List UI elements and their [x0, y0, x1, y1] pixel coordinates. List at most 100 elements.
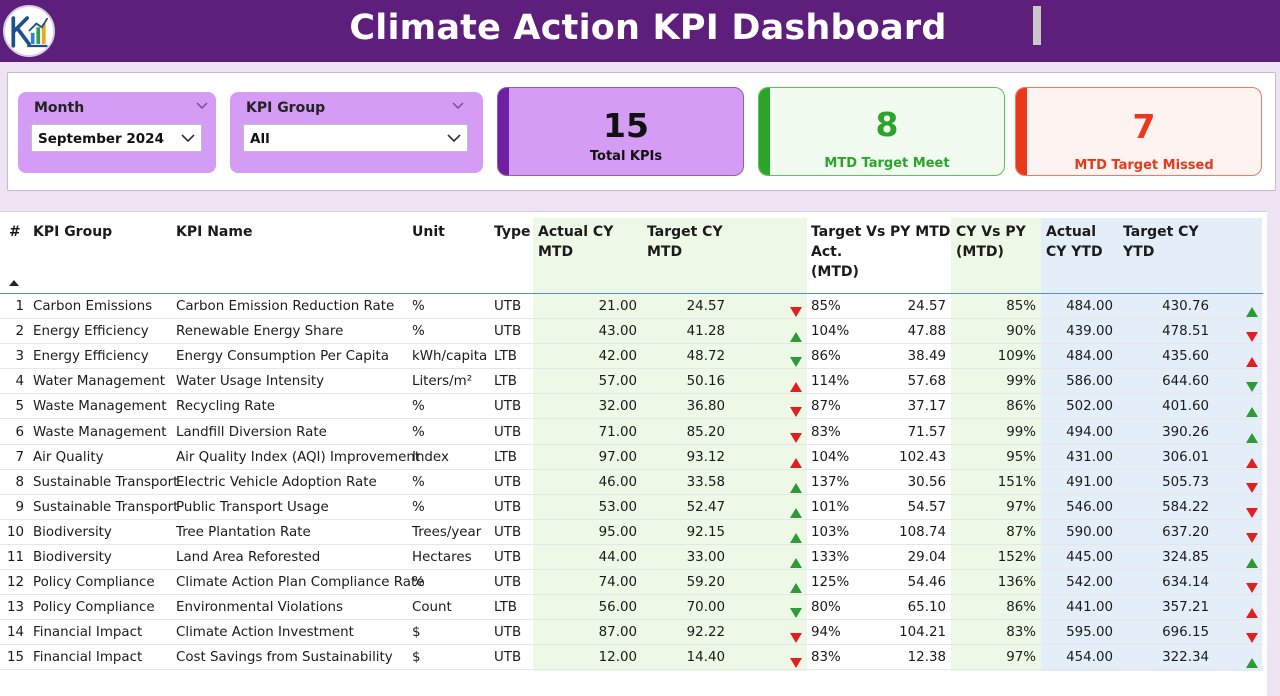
month-slicer[interactable]: Month September 2024 [18, 92, 216, 173]
cell-actual-cy-mtd: 44.00 [598, 550, 637, 565]
cell-kpi-name: Renewable Energy Share [176, 324, 344, 340]
triangle-down-icon [790, 428, 802, 443]
cell-kpi-group: Sustainable Transport [33, 474, 179, 490]
cell-target-cy-mtd: 24.57 [686, 299, 725, 314]
cell-actual-cy-mtd: 21.00 [598, 299, 637, 314]
cell-type: LTB [494, 600, 517, 616]
cell-target-cy-mtd: 93.12 [686, 449, 725, 465]
cell-target-cy-ytd: 637.20 [1162, 524, 1209, 540]
cell-type: UTB [494, 474, 522, 490]
month-dropdown[interactable]: September 2024 [31, 124, 202, 152]
cell-actual-cy-ytd: 439.00 [1066, 324, 1113, 340]
table-row[interactable]: 1 Carbon Emissions Carbon Emission Reducti… [0, 294, 1263, 319]
cell-target-vs-act: 101% [811, 499, 850, 515]
header-target-cy-mtd[interactable]: Target CY MTD [647, 224, 723, 260]
header-kpi-group[interactable]: KPI Group [33, 224, 113, 240]
cell-num: 2 [15, 324, 24, 340]
kpi-group-slicer[interactable]: KPI Group All [230, 92, 483, 173]
cell-py-mtd: 102.43 [899, 449, 946, 465]
cell-actual-cy-ytd: 586.00 [1066, 374, 1113, 390]
cell-unit: Trees/year [412, 524, 482, 540]
cell-unit: % [412, 499, 425, 515]
cell-actual-cy-mtd: 74.00 [598, 575, 637, 591]
cell-target-cy-mtd: 33.58 [686, 474, 725, 490]
mtd-target-meet-caption: MTD Target Meet [824, 156, 950, 171]
cell-py-mtd: 38.49 [907, 349, 946, 365]
header-type[interactable]: Type [494, 224, 531, 240]
cell-py-mtd: 30.56 [907, 474, 946, 490]
header-target-vs-act[interactable]: Target Vs Act. (MTD) [811, 224, 886, 280]
chevron-down-icon[interactable] [181, 133, 195, 143]
table-row[interactable]: 10 Biodiversity Tree Plantation Rate Trees/… [0, 520, 1263, 545]
cell-kpi-name: Carbon Emission Reduction Rate [176, 299, 395, 314]
table-row[interactable]: 13 Policy Compliance Environmental Violati… [0, 595, 1263, 621]
cell-cy-vs-py: 85% [1006, 299, 1036, 314]
cell-kpi-name: Public Transport Usage [176, 499, 329, 515]
cell-type: UTB [494, 299, 522, 314]
triangle-down-icon [790, 402, 802, 418]
header-kpi-name[interactable]: KPI Name [176, 224, 253, 240]
cell-actual-cy-ytd: 445.00 [1066, 550, 1113, 565]
cell-cy-vs-py: 99% [1006, 424, 1036, 440]
table-row[interactable]: 2 Energy Efficiency Renewable Energy Share… [0, 319, 1263, 345]
cell-target-cy-mtd: 50.16 [686, 374, 725, 390]
cell-kpi-name: Landfill Diversion Rate [176, 424, 327, 440]
table-row[interactable]: 5 Waste Management Recycling Rate% UTB 32.00… [0, 394, 1263, 420]
chevron-down-icon[interactable] [196, 102, 208, 110]
header-actual-cy-mtd[interactable]: Actual CY MTD [538, 224, 614, 260]
cell-kpi-group: Water Management [33, 374, 166, 390]
triangle-down-icon [1246, 628, 1258, 644]
cell-target-vs-act: 104% [811, 324, 850, 340]
cell-kpi-group: Sustainable Transport [33, 499, 179, 515]
table-row[interactable]: 12 Policy Compliance Climate Action Plan C… [0, 570, 1263, 596]
triangle-up-icon [790, 377, 802, 393]
mtd-target-missed-caption: MTD Target Missed [1074, 158, 1214, 173]
cell-actual-cy-mtd: 12.00 [598, 650, 637, 666]
table-row[interactable]: 15 Financial Impact Cost Savings from Sust… [0, 645, 1263, 671]
cell-target-cy-mtd: 14.40 [686, 650, 725, 666]
chevron-down-icon[interactable] [452, 102, 464, 110]
header-target-cy-ytd[interactable]: Target CY YTD [1123, 224, 1199, 260]
kpi-table: # KPI Group KPI Name Unit Type Actual CY… [0, 211, 1267, 696]
triangle-up-icon [790, 503, 802, 518]
cell-unit: % [412, 424, 425, 440]
cell-actual-cy-mtd: 95.00 [598, 524, 637, 540]
cell-cy-vs-py: 109% [997, 349, 1036, 365]
table-row[interactable]: 9 Sustainable Transport Public Transport U… [0, 495, 1263, 520]
header-actual-cy-ytd[interactable]: Actual CY YTD [1046, 224, 1103, 260]
header-unit[interactable]: Unit [412, 224, 445, 240]
cell-unit: % [412, 575, 425, 591]
header-cy-vs-py[interactable]: CY Vs PY (MTD) [956, 224, 1026, 260]
table-row[interactable]: 7 Air Quality Air Quality Index (AQI) Impr… [0, 445, 1263, 470]
cell-unit: % [412, 399, 425, 415]
cell-unit: $ [412, 625, 421, 641]
cell-py-mtd: 37.17 [907, 399, 946, 415]
triangle-up-icon [790, 578, 802, 594]
mtd-target-missed-value: 7 [1132, 107, 1156, 146]
total-kpis-caption: Total KPIs [589, 149, 663, 164]
cell-target-vs-act: 114% [811, 374, 850, 390]
triangle-up-icon [790, 528, 802, 543]
header-num[interactable]: # [9, 224, 21, 240]
cell-cy-vs-py: 87% [1006, 524, 1036, 540]
cell-actual-cy-ytd: 454.00 [1066, 650, 1113, 666]
total-kpis-card: 15 Total KPIs [497, 87, 744, 176]
table-row[interactable]: 8 Sustainable Transport Electric Vehicle A… [0, 470, 1263, 495]
table-row[interactable]: 14 Financial Impact Climate Action Investm… [0, 620, 1263, 646]
triangle-up-icon [1246, 553, 1258, 568]
sort-ascending-icon[interactable] [9, 280, 19, 286]
cell-actual-cy-ytd: 441.00 [1066, 600, 1113, 616]
triangle-down-icon [790, 302, 802, 317]
table-row[interactable]: 4 Water Management Water Usage Intensity Li… [0, 369, 1263, 395]
cell-kpi-name: Tree Plantation Rate [176, 524, 311, 540]
header-py-mtd[interactable]: PY MTD [890, 224, 951, 240]
kpi-group-slicer-label: KPI Group [246, 100, 326, 116]
table-row[interactable]: 11 Biodiversity Land Area Reforested Hectar… [0, 545, 1263, 570]
table-row[interactable]: 3 Energy Efficiency Energy Consumption Per… [0, 344, 1263, 370]
kpi-group-dropdown[interactable]: All [243, 124, 468, 152]
cell-kpi-name: Environmental Violations [176, 600, 344, 616]
chevron-down-icon[interactable] [447, 133, 461, 143]
cell-kpi-name: Climate Action Investment [176, 625, 354, 641]
table-row[interactable]: 6 Waste Management Landfill Diversion Rate… [0, 420, 1263, 445]
cell-unit: Count [412, 600, 452, 616]
